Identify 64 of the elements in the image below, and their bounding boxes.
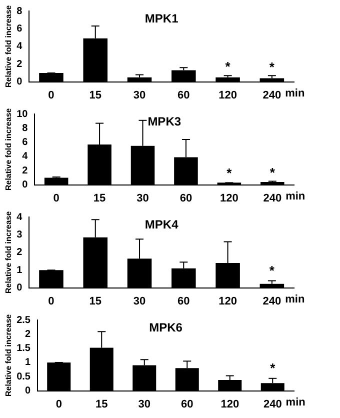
chart-title: MPK1 <box>144 11 179 26</box>
chart-title: MPK6 <box>149 320 183 334</box>
annotation: * <box>270 360 276 376</box>
x-tick-label: 30 <box>138 398 150 410</box>
y-tick-label: 0.5 <box>16 371 31 382</box>
chart-title: MPK4 <box>144 217 179 232</box>
y-tick-label: 4 <box>22 151 28 162</box>
y-axis-title: Relative fold increase <box>4 108 14 191</box>
x-tick-label: 15 <box>93 192 106 204</box>
annotation: * <box>269 59 276 74</box>
x-tick-label: 240 <box>262 89 282 102</box>
x-tick-label: 60 <box>181 398 194 410</box>
x-tick-label: 0 <box>48 89 54 102</box>
y-tick-label: 3 <box>16 229 23 240</box>
x-tick-label: 240 <box>262 295 282 308</box>
y-tick-label: 4 <box>16 212 23 223</box>
x-tick-label: 60 <box>180 192 192 204</box>
y-tick-label: 6 <box>22 137 28 148</box>
y-tick-label: 2 <box>22 165 28 176</box>
y-tick-label: 2 <box>24 328 31 340</box>
y-tick-label: 10 <box>16 108 28 120</box>
y-axis-title: Relative fold increase <box>4 4 14 88</box>
x-tick-label: 15 <box>89 89 102 102</box>
y-axis-title: Relative fold increase <box>4 210 14 294</box>
x-tick-label: 120 <box>218 295 237 308</box>
y-tick-label: 2 <box>16 247 23 258</box>
y-tick-label: 4 <box>16 41 23 52</box>
x-tick-label: 0 <box>56 398 62 410</box>
y-axis-title: Relative fold increase <box>4 314 14 397</box>
y-tick-label: 0 <box>22 180 28 191</box>
x-tick-label: 120 <box>220 192 238 204</box>
x-axis-title: min <box>285 87 305 100</box>
x-tick-label: 30 <box>133 89 146 102</box>
x-axis-title: min <box>285 293 305 306</box>
y-tick-label: 2 <box>16 58 23 70</box>
x-tick-label: 15 <box>96 398 108 410</box>
x-tick-label: 240 <box>263 192 282 204</box>
y-tick-label: 1.5 <box>16 343 31 354</box>
chart-title: MPK3 <box>148 114 182 128</box>
x-tick-label: 0 <box>48 295 54 308</box>
x-tick-label: 120 <box>218 89 237 102</box>
y-tick-label: 2.5 <box>16 314 31 326</box>
y-tick-label: 6 <box>16 23 23 34</box>
annotation: * <box>269 263 276 278</box>
y-tick-label: 8 <box>16 6 23 17</box>
x-tick-label: 60 <box>178 295 190 308</box>
y-tick-label: 0 <box>24 386 31 397</box>
y-tick-label: 0 <box>16 282 23 294</box>
annotation: * <box>225 58 232 74</box>
y-tick-label: 8 <box>22 122 28 134</box>
x-tick-label: 60 <box>178 89 190 102</box>
x-tick-label: 240 <box>263 398 282 410</box>
y-tick-label: 1 <box>16 264 23 276</box>
x-tick-label: 0 <box>53 192 60 204</box>
y-tick-label: 1 <box>24 357 31 368</box>
x-axis-title: min <box>286 190 306 202</box>
annotation: * <box>226 166 233 181</box>
x-tick-label: 15 <box>89 295 102 308</box>
x-tick-label: 30 <box>133 295 146 308</box>
annotation: * <box>270 164 276 180</box>
x-tick-label: 30 <box>136 192 149 204</box>
x-axis-title: min <box>286 396 306 408</box>
x-tick-label: 120 <box>220 398 240 410</box>
y-tick-label: 0 <box>16 76 23 88</box>
